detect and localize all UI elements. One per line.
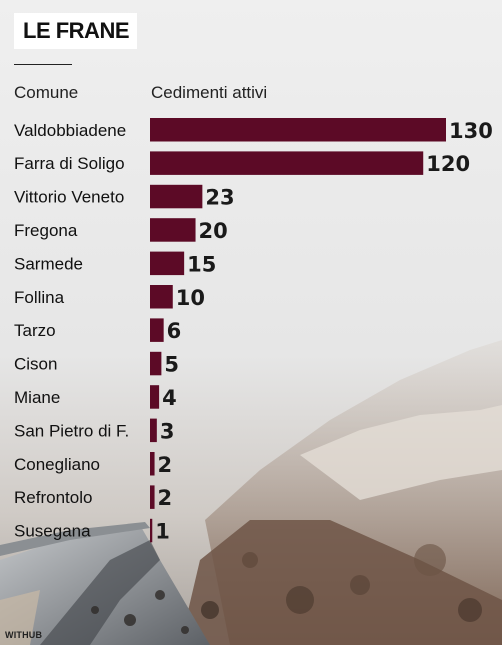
bar [150, 184, 203, 209]
category-label: Cison [14, 355, 57, 374]
value-column-header: Cedimenti attivi [151, 83, 268, 102]
bar [150, 218, 196, 242]
value-label: 1 [155, 520, 170, 544]
category-label: Susegana [14, 522, 91, 541]
value-label: 120 [426, 152, 470, 176]
bar [150, 151, 424, 175]
value-label: 4 [162, 386, 177, 410]
category-label: Fregona [14, 221, 78, 240]
source-credit: WITHUB [5, 630, 43, 640]
category-label: Sarmede [14, 254, 83, 273]
category-label: San Pietro di F. [14, 421, 129, 440]
bar [150, 385, 160, 409]
value-label: 23 [205, 186, 234, 210]
value-label: 3 [160, 419, 175, 443]
bar [150, 485, 155, 509]
value-label: 20 [199, 219, 228, 243]
category-label: Miane [14, 388, 60, 407]
value-label: 15 [187, 252, 216, 276]
category-label: Tarzo [14, 321, 56, 340]
value-label: 2 [158, 486, 173, 510]
category-label: Conegliano [14, 455, 100, 474]
chart-title: LE FRANE [14, 13, 137, 49]
category-label: Valdobbiadene [14, 121, 126, 140]
bar [150, 285, 173, 309]
value-label: 2 [158, 453, 173, 477]
bar [150, 351, 162, 376]
value-label: 10 [176, 286, 205, 310]
bar [150, 452, 155, 476]
bar [150, 318, 164, 342]
category-label: Follina [14, 288, 65, 307]
category-label: Vittorio Veneto [14, 188, 124, 207]
value-label: 6 [167, 319, 182, 343]
category-column-header: Comune [14, 83, 79, 102]
value-label: 130 [449, 119, 493, 143]
title-underline [14, 64, 72, 65]
category-label: Refrontolo [14, 488, 92, 507]
bar [150, 118, 446, 142]
bar [150, 518, 153, 543]
category-label: Farra di Soligo [14, 154, 125, 173]
bar [150, 251, 185, 276]
value-label: 5 [164, 353, 179, 377]
bar [150, 418, 157, 443]
